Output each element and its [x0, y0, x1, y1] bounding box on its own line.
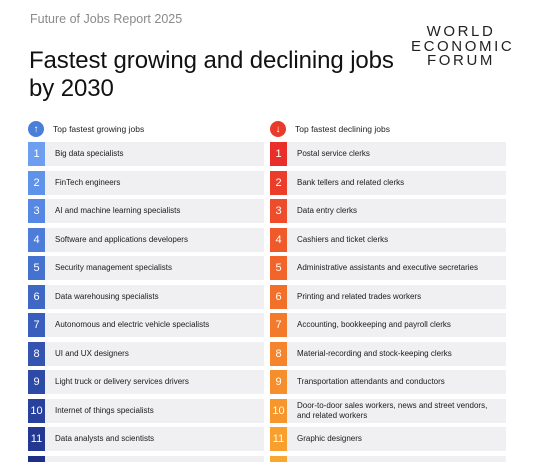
declining-job-row: 5 Administrative assistants and executive… [270, 256, 506, 280]
growing-job-row-partial [28, 455, 264, 462]
growing-job-row: 1 Big data specialists [28, 142, 264, 166]
rank-number: 1 [28, 142, 45, 166]
declining-job-row: 6 Printing and related trades workers [270, 284, 506, 309]
growing-job-row: 9 Light truck or delivery services driver… [28, 370, 264, 394]
declining-job-row: 1 Postal service clerks [270, 142, 506, 166]
growing-job-row: 4 Software and applications developers [28, 227, 264, 252]
rank-number-partial [28, 455, 45, 462]
rank-number-partial [270, 455, 287, 462]
job-title: AI and machine learning specialists [55, 206, 181, 216]
declining-job-row: 10 Door-to-door sales workers, news and s… [270, 398, 506, 423]
growing-job-row: 10 Internet of things specialists [28, 398, 264, 423]
logo-line-3: FORUM [427, 52, 495, 69]
job-title: Transportation attendants and conductors [297, 377, 445, 387]
job-title: Internet of things specialists [55, 405, 154, 415]
rank-number: 1 [270, 142, 287, 166]
growing-job-row: 2 FinTech engineers [28, 170, 264, 195]
rank-number: 3 [270, 199, 287, 223]
declining-job-row-partial [270, 455, 506, 462]
arrow-up-icon: ↑ [28, 121, 44, 137]
declining-job-row: 2 Bank tellers and related clerks [270, 170, 506, 195]
arrow-down-icon: ↓ [270, 121, 286, 137]
job-title: Graphic designers [297, 434, 362, 444]
rank-number: 9 [28, 370, 45, 394]
job-title: Autonomous and electric vehicle speciali… [55, 320, 210, 330]
job-title: Printing and related trades workers [297, 291, 422, 301]
declining-jobs-column: ↓ Top fastest declining jobs 1 Postal ser… [270, 117, 506, 462]
rank-number: 4 [28, 227, 45, 252]
job-title: Administrative assistants and executive … [297, 263, 478, 273]
declining-job-row: 7 Accounting, bookkeeping and payroll cle… [270, 313, 506, 337]
rank-number: 8 [28, 341, 45, 366]
job-title: Data warehousing specialists [55, 291, 159, 301]
job-title: Postal service clerks [297, 149, 370, 159]
page-title: Fastest growing and declining jobs by 20… [29, 47, 394, 102]
rank-number: 5 [28, 256, 45, 280]
growing-job-row: 6 Data warehousing specialists [28, 284, 264, 309]
rank-number: 7 [28, 313, 45, 337]
job-title: Accounting, bookkeeping and payroll cler… [297, 320, 451, 330]
job-title: Bank tellers and related clerks [297, 177, 405, 187]
growing-jobs-column: ↑ Top fastest growing jobs 1 Big data spe… [28, 117, 264, 462]
rank-number: 5 [270, 256, 287, 280]
declining-job-row: 9 Transportation attendants and conductor… [270, 370, 506, 394]
wef-logo: WORLD ECONOMIC FORUM [411, 23, 515, 69]
job-title: UI and UX designers [55, 348, 129, 358]
logo-line-1: WORLD [426, 23, 496, 40]
job-title: Data analysts and scientists [55, 434, 155, 444]
rank-number: 4 [270, 227, 287, 252]
rank-number: 11 [28, 427, 45, 451]
job-title: Security management specialists [55, 263, 172, 273]
rank-number: 11 [270, 427, 287, 451]
logo-line-2: ECONOMIC [411, 37, 515, 55]
rank-number: 8 [270, 341, 287, 366]
growing-job-row: 7 Autonomous and electric vehicle special… [28, 313, 264, 337]
declining-job-row: 8 Material-recording and stock-keeping cl… [270, 341, 506, 366]
growing-job-row: 8 UI and UX designers [28, 341, 264, 366]
job-title: Data entry clerks [297, 206, 358, 216]
job-title: Material-recording and stock-keeping cle… [297, 348, 452, 358]
growing-job-row: 5 Security management specialists [28, 256, 264, 280]
rank-number: 10 [28, 398, 45, 423]
job-title: FinTech engineers [55, 177, 121, 187]
growing-jobs-header: ↑ Top fastest growing jobs [28, 117, 264, 141]
growing-job-row: 11 Data analysts and scientists [28, 427, 264, 451]
rank-number: 10 [270, 398, 287, 423]
rank-number: 6 [270, 284, 287, 309]
rank-number: 6 [28, 284, 45, 309]
job-title: Big data specialists [55, 149, 124, 159]
declining-job-row: 4 Cashiers and ticket clerks [270, 227, 506, 252]
rank-number: 2 [270, 170, 287, 195]
rank-number: 9 [270, 370, 287, 394]
rank-number: 7 [270, 313, 287, 337]
growing-jobs-list: 1 Big data specialists 2 FinTech engineers 3… [28, 142, 264, 462]
report-subtitle: Future of Jobs Report 2025 [30, 12, 183, 26]
job-title: Light truck or delivery services drivers [55, 377, 189, 387]
growing-jobs-heading: Top fastest growing jobs [53, 124, 145, 134]
declining-jobs-heading: Top fastest declining jobs [295, 124, 390, 134]
job-title: Cashiers and ticket clerks [297, 234, 389, 244]
rank-number: 2 [28, 170, 45, 195]
declining-job-row: 3 Data entry clerks [270, 199, 506, 223]
declining-jobs-list: 1 Postal service clerks 2 Bank tellers and … [270, 142, 506, 462]
rank-number: 3 [28, 199, 45, 223]
declining-job-row: 11 Graphic designers [270, 427, 506, 451]
declining-jobs-header: ↓ Top fastest declining jobs [270, 117, 506, 141]
growing-job-row: 3 AI and machine learning specialists [28, 199, 264, 223]
job-title: Software and applications developers [55, 234, 188, 244]
job-title: Door-to-door sales workers, news and str… [297, 401, 488, 420]
